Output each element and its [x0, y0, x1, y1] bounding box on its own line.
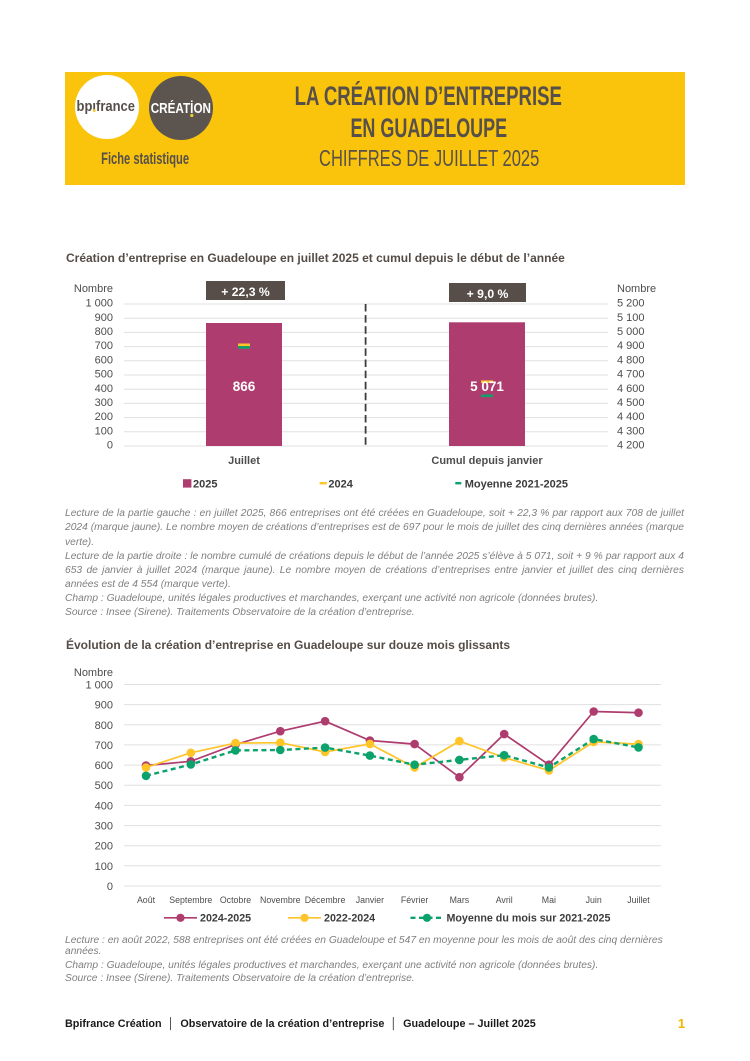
- svg-text:4 200: 4 200: [617, 440, 645, 452]
- svg-text:2024: 2024: [328, 478, 353, 490]
- svg-text:Avril: Avril: [496, 895, 513, 905]
- svg-text:800: 800: [95, 326, 113, 338]
- svg-text:4 300: 4 300: [617, 425, 645, 437]
- svg-text:Juin: Juin: [586, 895, 602, 905]
- svg-text:866: 866: [233, 379, 256, 394]
- svg-text:Moyenne du mois sur 2021-2025: Moyenne du mois sur 2021-2025: [447, 913, 611, 925]
- svg-text:900: 900: [95, 312, 113, 324]
- svg-text:5 100: 5 100: [617, 312, 645, 324]
- svg-text:4 400: 4 400: [617, 411, 645, 423]
- svg-text:4 800: 4 800: [617, 354, 645, 366]
- svg-text:400: 400: [95, 800, 113, 812]
- svg-text:5 200: 5 200: [617, 298, 645, 310]
- svg-text:Septembre: Septembre: [169, 895, 212, 905]
- svg-text:4 600: 4 600: [617, 383, 645, 395]
- svg-text:0: 0: [107, 881, 113, 893]
- svg-text:Mars: Mars: [450, 895, 470, 905]
- svg-text:4 500: 4 500: [617, 397, 645, 409]
- svg-text:Février: Février: [401, 895, 428, 905]
- svg-text:1 000: 1 000: [85, 680, 113, 692]
- svg-text:Juillet: Juillet: [228, 455, 260, 467]
- svg-text:300: 300: [95, 821, 113, 833]
- svg-text:4 700: 4 700: [617, 369, 645, 381]
- svg-text:100: 100: [95, 861, 113, 873]
- svg-text:5 071: 5 071: [470, 379, 504, 394]
- svg-text:Mai: Mai: [542, 895, 556, 905]
- svg-text:5 000: 5 000: [617, 326, 645, 338]
- svg-text:Décembre: Décembre: [305, 895, 346, 905]
- svg-text:100: 100: [95, 425, 113, 437]
- svg-text:900: 900: [95, 700, 113, 712]
- svg-text:Nombre: Nombre: [74, 667, 113, 679]
- svg-text:500: 500: [95, 369, 113, 381]
- svg-text:200: 200: [95, 841, 113, 853]
- svg-text:2025: 2025: [193, 478, 217, 490]
- svg-text:Cumul depuis janvier: Cumul depuis janvier: [431, 455, 543, 467]
- svg-text:4 900: 4 900: [617, 340, 645, 352]
- svg-text:Janvier: Janvier: [356, 895, 384, 905]
- svg-text:200: 200: [95, 411, 113, 423]
- svg-text:2024-2025: 2024-2025: [200, 913, 251, 925]
- svg-text:700: 700: [95, 340, 113, 352]
- svg-text:800: 800: [95, 720, 113, 732]
- svg-text:600: 600: [95, 354, 113, 366]
- svg-text:400: 400: [95, 383, 113, 395]
- svg-text:Moyenne 2021-2025: Moyenne 2021-2025: [465, 478, 568, 490]
- svg-text:Octobre: Octobre: [220, 895, 251, 905]
- svg-text:Août: Août: [137, 895, 156, 905]
- svg-text:Nombre: Nombre: [74, 283, 113, 295]
- svg-text:1 000: 1 000: [85, 298, 113, 310]
- svg-text:2022-2024: 2022-2024: [324, 913, 375, 925]
- svg-text:+ 22,3 %: + 22,3 %: [221, 285, 270, 299]
- svg-text:0: 0: [107, 440, 113, 452]
- svg-text:500: 500: [95, 780, 113, 792]
- svg-text:Nombre: Nombre: [617, 283, 656, 295]
- svg-text:600: 600: [95, 760, 113, 772]
- svg-text:700: 700: [95, 740, 113, 752]
- svg-text:+ 9,0 %: + 9,0 %: [467, 287, 509, 301]
- svg-text:300: 300: [95, 397, 113, 409]
- svg-text:Juillet: Juillet: [627, 895, 650, 905]
- svg-text:Novembre: Novembre: [260, 895, 301, 905]
